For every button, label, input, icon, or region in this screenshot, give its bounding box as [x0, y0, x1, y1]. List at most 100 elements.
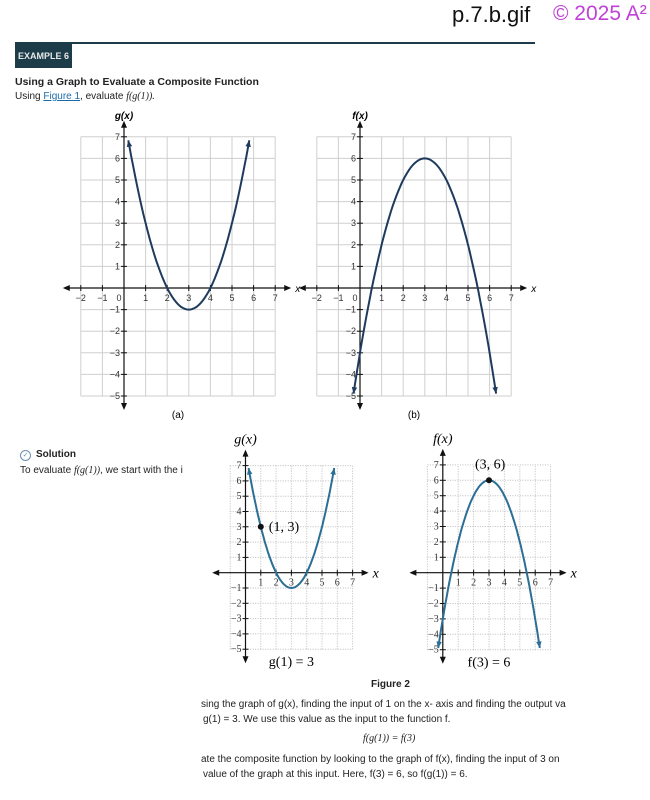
solution-label: Solution: [36, 449, 76, 460]
x-tick-label: 7: [350, 578, 355, 589]
example-title: Using a Graph to Evaluate a Composite Fu…: [15, 76, 259, 88]
x-axis-label: x: [294, 284, 301, 295]
y-tick-label: 4: [434, 506, 439, 517]
curve-arrow-icon: [247, 468, 253, 475]
check-circle-icon: ✓: [20, 450, 31, 461]
curve-arrow-icon: [245, 140, 251, 148]
x-axis-label: x: [372, 567, 380, 582]
curve-arrow-icon: [536, 641, 542, 649]
y-tick-label: 3: [434, 522, 439, 533]
y-tick-label: −2: [346, 326, 356, 336]
y-tick-label: −1: [428, 583, 439, 594]
figure-1-link[interactable]: Figure 1: [43, 91, 81, 102]
y-tick-label: 7: [351, 132, 356, 142]
y-tick-label: 2: [115, 240, 120, 250]
y-tick-label: 3: [115, 218, 120, 228]
y-tick-label: 6: [351, 153, 356, 163]
y-tick-label: −4: [110, 369, 120, 379]
axis-arrows-icon: [62, 120, 292, 411]
y-axis-label: f(x): [433, 432, 453, 447]
y-tick-label: 5: [115, 175, 120, 185]
y-tick-label: 2: [237, 537, 242, 548]
curve-arrow-icon: [351, 386, 358, 394]
copyright-watermark: © 2025 A²: [553, 2, 647, 25]
y-tick-label: 7: [434, 460, 439, 471]
y-tick-label: 1: [351, 261, 356, 271]
x-tick-label: 1: [143, 293, 148, 303]
x-tick-label: 3: [422, 293, 427, 303]
y-tick-label: 6: [237, 476, 242, 487]
curve-arrow-icon: [492, 386, 498, 394]
y-tick-label: −2: [231, 598, 242, 609]
x-tick-label: 1: [456, 578, 461, 589]
curve-arrow-icon: [330, 468, 336, 475]
x-tick-label: 7: [273, 293, 278, 303]
x-tick-label: 3: [487, 578, 492, 589]
y-tick-label: −3: [346, 348, 356, 358]
x-tick-label: 2: [471, 578, 476, 589]
figure-2-caption: Figure 2: [371, 679, 410, 690]
x-tick-label: 6: [335, 578, 340, 589]
y-axis-label: g(x): [114, 111, 134, 122]
y-tick-label: −3: [110, 348, 120, 358]
equation: f(g(1)) = f(3): [363, 733, 416, 744]
x-tick-label: 4: [502, 578, 507, 589]
y-tick-label: 5: [434, 491, 439, 502]
y-tick-label: −5: [346, 391, 356, 401]
body-line-3: ate the composite function by looking to…: [201, 754, 560, 765]
graph-caption: (a): [172, 410, 184, 421]
y-tick-label: −2: [428, 599, 439, 610]
curve: [247, 467, 336, 590]
graph-caption: f(3) = 6: [468, 656, 511, 671]
graph-caption: g(1) = 3: [269, 655, 314, 670]
solution-expr: f(g(1)): [73, 465, 101, 476]
point-label: (1, 3): [269, 520, 300, 535]
x-tick-label: 5: [320, 578, 325, 589]
y-axis-label: g(x): [234, 433, 257, 448]
x-tick-label: 2: [401, 293, 406, 303]
x-tick-label: −2: [312, 293, 322, 303]
x-tick-label: 4: [304, 578, 309, 589]
x-tick-label: 5: [465, 293, 470, 303]
example-prompt: Using Figure 1, evaluate f(g(1)).: [15, 91, 155, 102]
y-tick-label: 7: [237, 461, 242, 472]
solution-heading[interactable]: ✓ Solution: [20, 449, 76, 461]
y-tick-label: 4: [115, 197, 120, 207]
x-tick-label: −1: [97, 293, 107, 303]
y-tick-label: 2: [351, 240, 356, 250]
y-tick-label: 4: [237, 507, 242, 518]
example-badge: EXAMPLE 6: [15, 44, 72, 68]
y-tick-label: 3: [237, 522, 242, 533]
y-tick-label: −2: [110, 326, 120, 336]
x-tick-label: 3: [289, 578, 294, 589]
x-axis-label: x: [530, 284, 537, 295]
y-tick-label: −4: [231, 629, 242, 640]
prompt-pre: Using: [15, 91, 44, 102]
x-tick-label: 2: [274, 578, 279, 589]
x-tick-label: 3: [186, 293, 191, 303]
y-tick-label: −4: [428, 629, 439, 640]
x-tick-label: −2: [76, 293, 86, 303]
x-tick-label: 6: [533, 578, 538, 589]
y-tick-label: 6: [434, 475, 439, 486]
prompt-post: , evaluate: [80, 91, 127, 102]
x-tick-label: 2: [165, 293, 170, 303]
curve: [352, 157, 498, 394]
x-tick-label: 4: [208, 293, 213, 303]
graph-1: −2 −1 0 1 2 3 4 5 6 7 −5 −4 −3 −2 −1 1 2 3 4 5 6 7 f(x) x (b): [298, 111, 537, 421]
point-label: (3, 6): [475, 457, 506, 472]
x-tick-label: 5: [517, 578, 522, 589]
y-tick-label: 4: [351, 197, 356, 207]
x-tick-label: 0: [352, 293, 357, 303]
y-tick-label: −5: [428, 645, 439, 656]
y-tick-label: −5: [110, 391, 120, 401]
x-tick-label: 7: [509, 293, 514, 303]
y-tick-label: 7: [115, 132, 120, 142]
y-tick-label: −4: [346, 369, 356, 379]
x-tick-label: −1: [333, 293, 343, 303]
header-rule: [15, 42, 535, 44]
y-tick-label: −3: [428, 614, 439, 625]
curve: [127, 140, 251, 311]
